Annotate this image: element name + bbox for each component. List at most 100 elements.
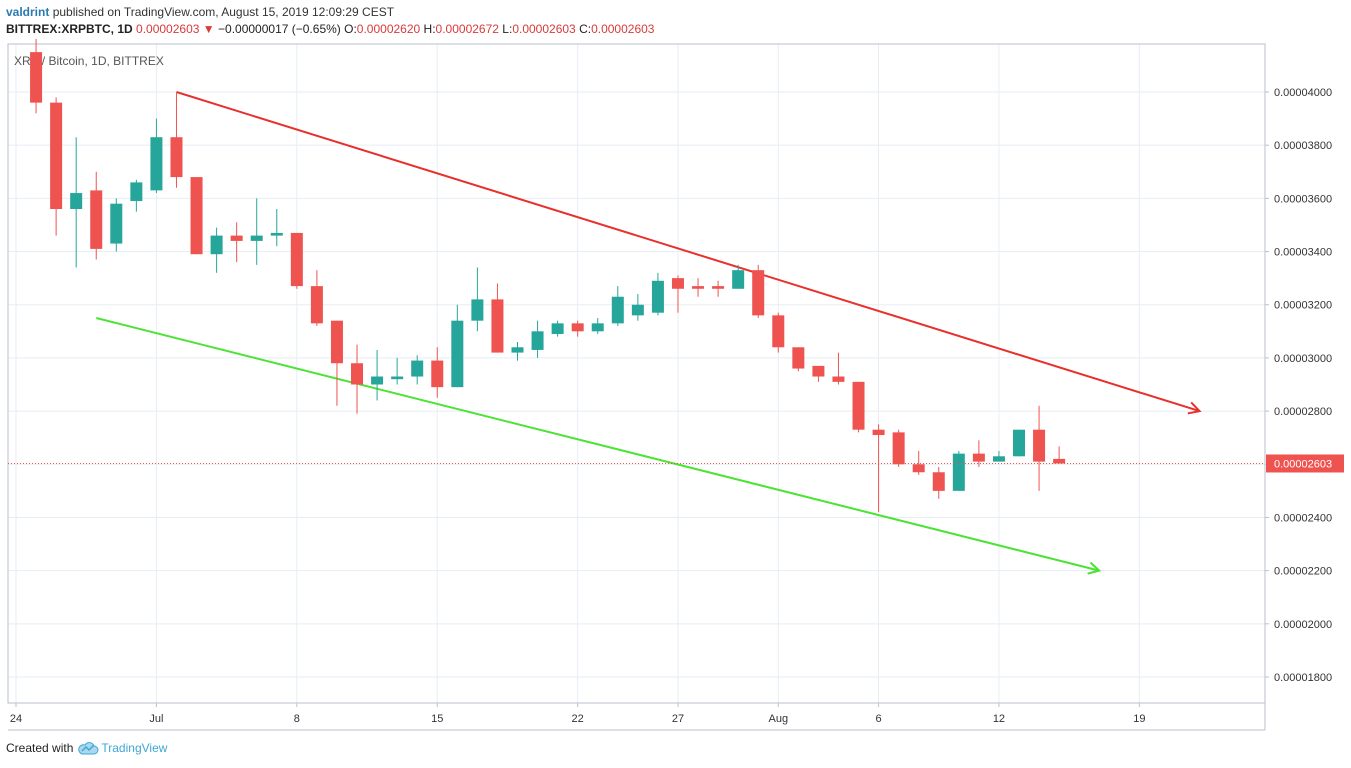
candle[interactable] (1053, 446, 1066, 464)
tradingview-brand[interactable]: TradingView (77, 741, 167, 755)
candle[interactable] (591, 318, 604, 334)
candle[interactable] (872, 424, 885, 513)
candle-body (852, 381, 865, 430)
candle[interactable] (451, 304, 464, 388)
candle[interactable] (571, 320, 584, 337)
publish-line: valdrint published on TradingView.com, A… (6, 4, 654, 21)
candle[interactable] (992, 450, 1005, 462)
candle[interactable] (852, 381, 865, 433)
candle[interactable] (932, 466, 945, 499)
candle[interactable] (431, 347, 444, 398)
candle[interactable] (250, 198, 263, 265)
y-tick-label: 0.00001800 (1274, 672, 1332, 684)
candle[interactable] (50, 97, 63, 236)
x-tick-label: 6 (876, 713, 882, 725)
candle-body (551, 323, 564, 334)
candlestick-chart[interactable]: XRP / Bitcoin, 1D, BITTREX 0.00004000 0.0… (0, 0, 1351, 740)
candle-body (431, 360, 444, 388)
candle[interactable] (892, 429, 905, 467)
candle[interactable] (471, 267, 484, 332)
candle-body (371, 376, 384, 385)
candle[interactable] (90, 171, 103, 260)
candle-body (972, 453, 985, 462)
candle[interactable] (230, 222, 243, 263)
candle[interactable] (752, 264, 765, 319)
y-tick-label: 0.00003800 (1274, 140, 1332, 152)
brand-label: TradingView (101, 741, 168, 755)
time-axis: 24 Jul 8 15 22 27 Aug 6 12 19 (10, 703, 1145, 725)
y-tick-label: 0.00003200 (1274, 300, 1332, 312)
close-value: 0.00002603 (591, 22, 655, 36)
candle[interactable] (651, 272, 664, 316)
y-tick-label: 0.00003600 (1274, 193, 1332, 205)
low-value: 0.00002603 (512, 22, 576, 36)
candle[interactable] (391, 357, 404, 385)
candle-body (732, 270, 745, 289)
y-tick-label: 0.00004000 (1274, 87, 1332, 99)
candle[interactable] (712, 280, 725, 297)
last-price-label: 0.00002603 (1274, 458, 1332, 470)
candle[interactable] (330, 320, 343, 406)
candle-body (692, 286, 705, 289)
y-tick-label: 0.00002000 (1274, 619, 1332, 631)
candle-body (752, 270, 765, 316)
candle[interactable] (631, 294, 644, 321)
candle[interactable] (972, 440, 985, 467)
y-tick-label: 0.00003000 (1274, 353, 1332, 365)
candle[interactable] (792, 347, 805, 372)
low-label: L: (502, 22, 513, 36)
candle[interactable] (611, 286, 624, 326)
candle[interactable] (210, 227, 223, 273)
candle-body (932, 472, 945, 491)
candle[interactable] (411, 355, 424, 385)
high-value: 0.00002672 (435, 22, 499, 36)
support-trendline[interactable] (95, 317, 1100, 572)
candle[interactable] (1013, 429, 1025, 457)
candle[interactable] (772, 312, 785, 353)
candle[interactable] (732, 264, 745, 289)
tradingview-cloud-icon (78, 742, 99, 755)
candle[interactable] (671, 275, 684, 313)
candle-body (631, 304, 644, 316)
candle[interactable] (511, 341, 524, 361)
candle[interactable] (812, 365, 825, 382)
candle-body (1013, 429, 1025, 457)
candle[interactable] (371, 349, 384, 401)
open-label: O: (344, 22, 357, 36)
candle[interactable] (170, 92, 183, 188)
candle[interactable] (531, 320, 544, 358)
candle[interactable] (110, 198, 123, 252)
candle[interactable] (150, 118, 163, 194)
resistance-arrowhead (1187, 401, 1202, 415)
candle[interactable] (190, 177, 203, 255)
candle[interactable] (351, 344, 364, 414)
candle[interactable] (952, 450, 965, 491)
x-tick-label: 22 (572, 713, 584, 725)
candle-body (511, 347, 524, 353)
author-name[interactable]: valdrint (6, 5, 50, 19)
candle-body (792, 347, 805, 369)
candle[interactable] (832, 352, 845, 385)
candle-body (230, 235, 243, 241)
candle-body (571, 323, 584, 332)
candle[interactable] (270, 209, 283, 247)
candle[interactable] (30, 38, 43, 114)
candle[interactable] (692, 278, 705, 297)
y-tick-label: 0.00002400 (1274, 512, 1332, 524)
candle[interactable] (912, 450, 925, 475)
candle[interactable] (70, 137, 83, 268)
publish-info: published on TradingView.com, August 15,… (52, 5, 395, 19)
created-with-label: Created with (6, 741, 74, 755)
candle-body (531, 331, 544, 350)
candle[interactable] (130, 179, 143, 212)
resistance-trendline[interactable] (176, 91, 1200, 413)
candle-body (912, 464, 925, 473)
chart-grid (8, 44, 1265, 703)
candle[interactable] (310, 270, 323, 326)
candle[interactable] (1033, 405, 1046, 491)
chart-title: XRP / Bitcoin, 1D, BITTREX (14, 54, 164, 68)
candle[interactable] (551, 320, 564, 337)
last-price-marker: 0.00002603 (8, 454, 1344, 473)
candle[interactable] (290, 232, 303, 289)
candle[interactable] (491, 283, 504, 353)
